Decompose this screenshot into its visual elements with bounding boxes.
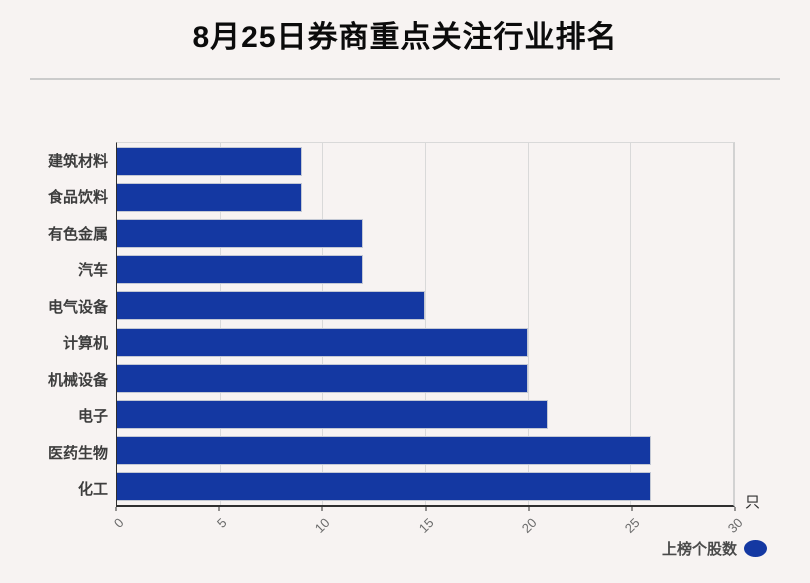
bar-row <box>117 324 733 360</box>
bar-row <box>117 433 733 469</box>
bar <box>117 291 425 321</box>
x-tickmark <box>115 507 117 511</box>
bar-row <box>117 360 733 396</box>
category-label: 有色金属 <box>47 225 108 243</box>
bar <box>117 182 302 212</box>
bar <box>117 400 549 430</box>
legend: 上榜个股数 <box>662 538 768 559</box>
bar <box>117 255 364 285</box>
bar <box>117 327 528 357</box>
category-labels: 建筑材料食品饮料有色金属汽车电气设备计算机机械设备电子医药生物化工 <box>0 142 108 507</box>
bar-row <box>117 215 733 251</box>
x-tick-label: 20 <box>518 515 540 536</box>
legend-dot-icon <box>744 540 768 557</box>
x-tick-label: 25 <box>621 515 643 536</box>
bar <box>117 436 651 466</box>
x-axis: 0 5 10 15 20 25 30 <box>111 507 746 557</box>
plot-area <box>116 142 735 507</box>
x-tick-label: 10 <box>312 515 333 536</box>
category-label: 化工 <box>77 481 108 499</box>
x-tick-label: 30 <box>724 515 746 536</box>
bar-row <box>117 252 733 288</box>
gridline <box>630 143 632 505</box>
bar-row <box>117 469 733 505</box>
category-label: 电气设备 <box>47 298 108 316</box>
category-label: 计算机 <box>62 335 108 353</box>
bar <box>117 219 364 248</box>
category-label: 汽车 <box>77 262 108 280</box>
gridline <box>322 143 324 505</box>
x-tickmark <box>425 507 426 511</box>
gridline <box>219 143 221 505</box>
axis-unit-label: 只 <box>745 494 761 511</box>
gridline <box>425 143 426 505</box>
category-label: 电子 <box>77 408 108 426</box>
bar <box>117 146 302 176</box>
bar-row <box>117 396 733 432</box>
gridline <box>527 143 529 505</box>
x-tick-label: 5 <box>214 515 230 531</box>
x-tick-label: 15 <box>415 515 437 536</box>
bar-row <box>117 143 733 179</box>
category-label: 食品饮料 <box>47 189 108 207</box>
gridlines <box>117 143 733 505</box>
bar-row <box>117 288 733 324</box>
category-label: 医药生物 <box>47 444 108 462</box>
bar <box>117 363 528 393</box>
x-tickmark <box>631 507 633 511</box>
legend-label: 上榜个股数 <box>662 541 738 558</box>
x-tickmark <box>528 507 530 511</box>
title-divider <box>30 78 780 80</box>
category-label: 建筑材料 <box>47 152 108 170</box>
category-label: 机械设备 <box>47 371 108 389</box>
x-tickmark <box>218 507 220 511</box>
bar <box>117 472 651 502</box>
x-tickmark <box>734 507 736 511</box>
x-tickmark <box>321 507 323 511</box>
bar-row <box>117 179 733 215</box>
chart-title: 8月25日券商重点关注行业排名 <box>192 21 618 54</box>
bar-rows <box>117 143 733 505</box>
x-tick-label: 0 <box>110 515 127 531</box>
